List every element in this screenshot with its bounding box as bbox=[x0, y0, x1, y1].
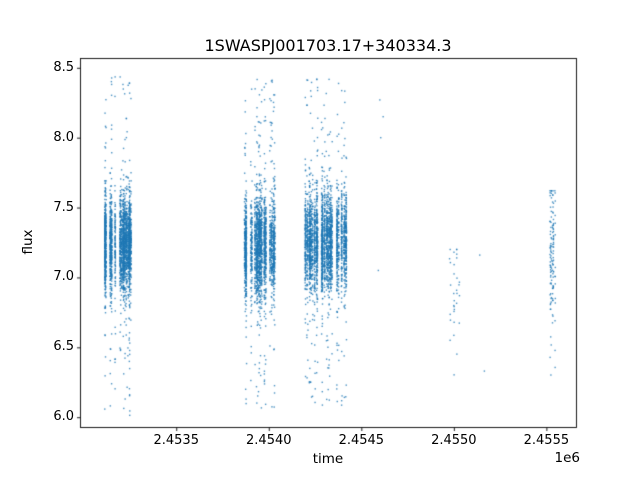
y-tick-label: 6.5 bbox=[53, 339, 74, 355]
y-axis-label: flux bbox=[20, 229, 36, 255]
y-tick-label: 8.5 bbox=[53, 59, 74, 75]
x-tick-label: 2.4550 bbox=[431, 433, 477, 448]
chart-title: 1SWASPJ001703.17+340334.3 bbox=[204, 36, 452, 55]
x-axis-label: time bbox=[312, 451, 344, 467]
x-axis-offset-text: 1e6 bbox=[554, 450, 580, 466]
y-tick-label: 6.0 bbox=[53, 409, 74, 425]
x-tick-label: 2.4555 bbox=[523, 433, 570, 448]
x-tick-label: 2.4540 bbox=[246, 433, 292, 448]
x-tick-label: 2.4545 bbox=[338, 433, 385, 448]
y-tick-label: 7.5 bbox=[53, 199, 74, 215]
y-tick-label: 7.0 bbox=[53, 269, 74, 285]
y-tick-label: 8.0 bbox=[53, 129, 74, 145]
x-tick-label: 2.4535 bbox=[153, 433, 199, 448]
